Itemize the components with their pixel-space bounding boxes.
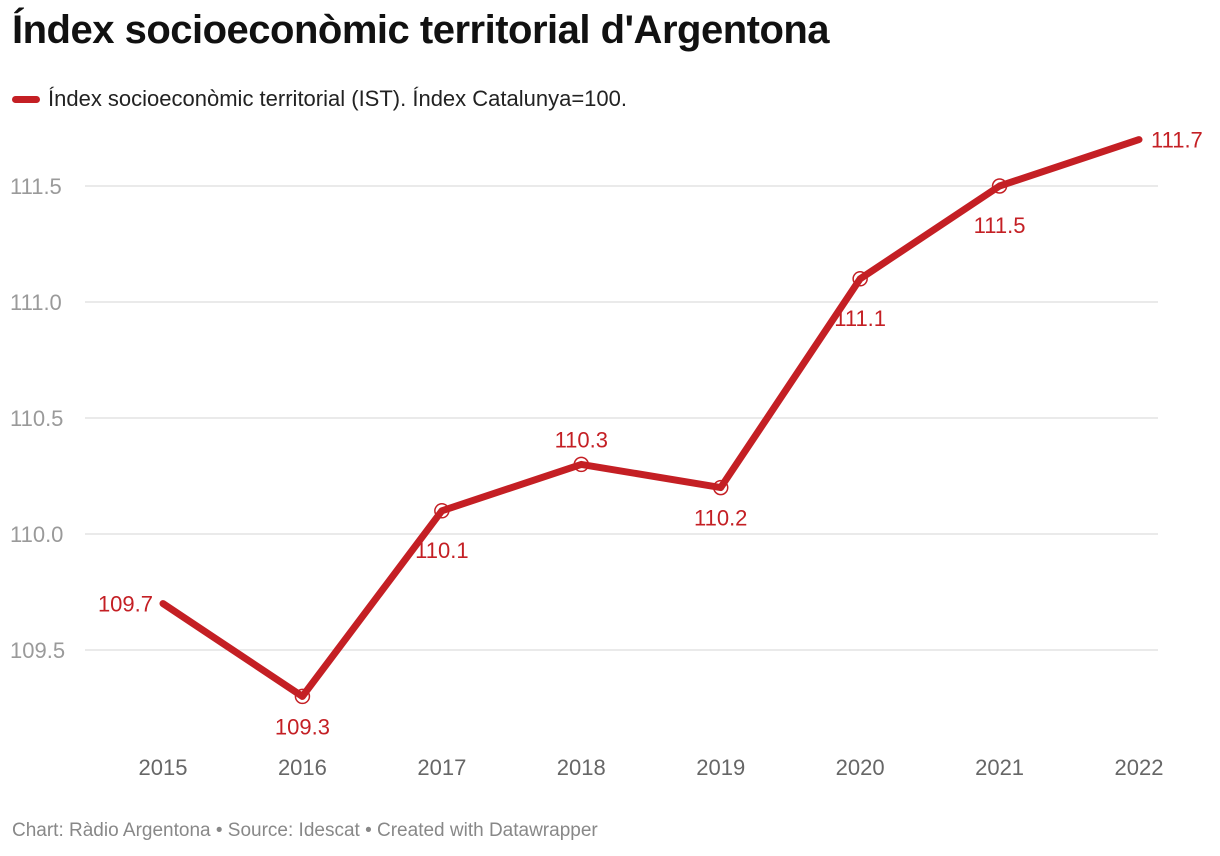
point-marker: [294, 688, 311, 705]
data-label: 110.2: [694, 506, 747, 531]
chart-title: Índex socioeconòmic territorial d'Argent…: [12, 8, 830, 52]
point-marker: [434, 503, 450, 519]
y-axis-ticks: 109.5 110.0 110.5 111.0 111.5: [10, 174, 65, 663]
legend-label: Índex socioeconòmic territorial (IST). Í…: [48, 86, 628, 111]
legend-swatch: [12, 95, 40, 103]
x-tick-label: 2016: [278, 755, 327, 780]
point-marker: [712, 479, 729, 496]
x-tick-label: 2017: [417, 755, 466, 780]
x-tick-label: 2018: [557, 755, 606, 780]
data-labels: 109.7 109.3 110.1 110.3 110.2 111.1 111.5 111.7: [98, 128, 1203, 740]
x-tick-label: 2015: [139, 755, 188, 780]
series-line-path: [159, 136, 1143, 700]
data-label: 110.3: [555, 427, 608, 452]
point-marker: [991, 178, 1008, 194]
data-label: 109.3: [275, 714, 330, 739]
x-tick-label: 2021: [975, 755, 1024, 780]
data-label: 110.1: [415, 538, 468, 563]
y-tick-label: 109.5: [10, 638, 65, 663]
x-tick-label: 2019: [696, 755, 745, 780]
data-label: 111.7: [1151, 128, 1203, 153]
data-label: 111.1: [834, 306, 886, 331]
y-tick-label: 110.5: [10, 406, 63, 431]
x-tick-label: 2022: [1115, 755, 1164, 780]
data-label: 109.7: [98, 592, 153, 617]
y-tick-label: 110.0: [10, 522, 63, 547]
point-marker: [852, 271, 868, 287]
x-axis-ticks: 2015 2016 2017 2018 2019 2020 2021 2022: [139, 755, 1164, 780]
chart-footer: Chart: Ràdio Argentona • Source: Idescat…: [12, 820, 598, 841]
series-line: [159, 136, 1143, 700]
point-marker: [573, 456, 590, 473]
legend: Índex socioeconòmic territorial (IST). Í…: [12, 86, 627, 112]
x-tick-label: 2020: [836, 755, 885, 780]
gridlines: [85, 185, 1158, 651]
y-tick-label: 111.5: [10, 174, 62, 199]
point-markers: [294, 178, 1008, 705]
data-label: 111.5: [974, 213, 1026, 238]
y-tick-label: 111.0: [10, 290, 62, 315]
